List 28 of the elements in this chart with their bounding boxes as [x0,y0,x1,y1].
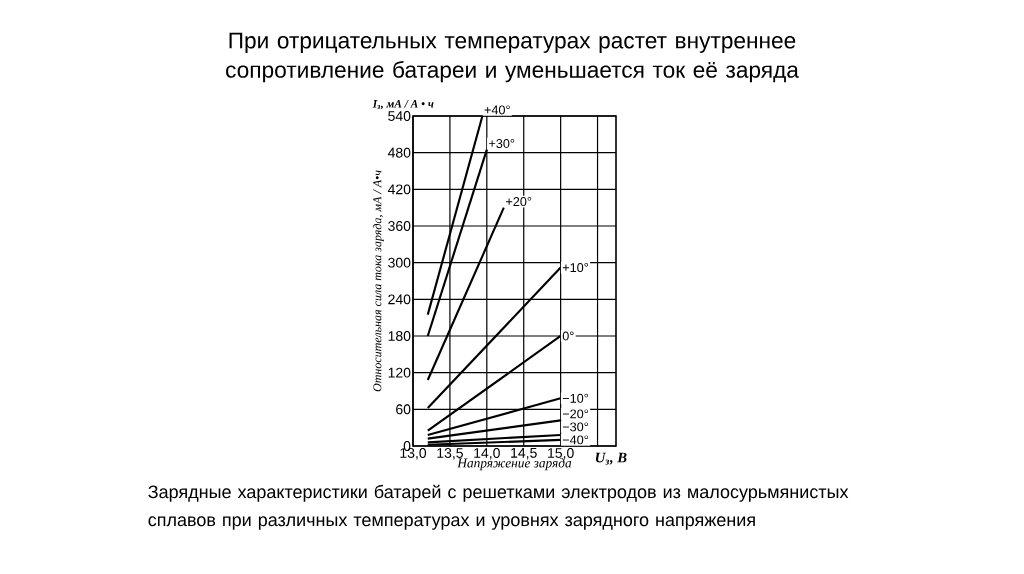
x-tick-label: 14,0 [474,448,500,460]
series-label: −40° [562,435,589,445]
x-axis-title: Напряжение заряда [457,458,572,471]
y-tick-label: 60 [396,404,411,415]
series-label: +20° [506,197,532,207]
y-tick-label: 540 [388,111,411,121]
y-tick-label: 300 [388,257,411,268]
y-axis-title: Относительная сила тока заряда, мА / А•ч [372,170,384,392]
series-label: +10° [562,263,589,273]
series-label: −10° [562,393,589,403]
y-tick-label: 180 [388,331,411,341]
y-tick-label: 360 [388,221,411,231]
chart-title: При отрицательных температурах растет внутреннее сопротивление батареи и уменьшается ток её заряда [226,32,799,83]
y-tick-label: 120 [388,367,411,378]
text: I$_{з}$, мА / А • ч [372,100,434,110]
series-label: +30° [489,139,515,149]
x-tick-label: 13,5 [437,448,463,460]
y-tick-label: 420 [387,184,411,195]
x-tick-label: 15,0 [548,448,574,460]
series-label: −30° [562,422,589,432]
x-tick-label: 14,5 [511,448,537,460]
y-tick-label: 240 [388,294,411,305]
series-label: +40° [484,105,510,115]
series-label: −20° [562,409,589,419]
text: U$_{з}$, В [595,452,627,465]
series-label: 0° [562,331,574,341]
y-tick-label: 480 [387,147,411,158]
text: Зарядные характеристики батарей с решетками электродов из малосурьмянистых сплавов при различных температурах и уровнях зарядного напряжения [148,484,849,530]
